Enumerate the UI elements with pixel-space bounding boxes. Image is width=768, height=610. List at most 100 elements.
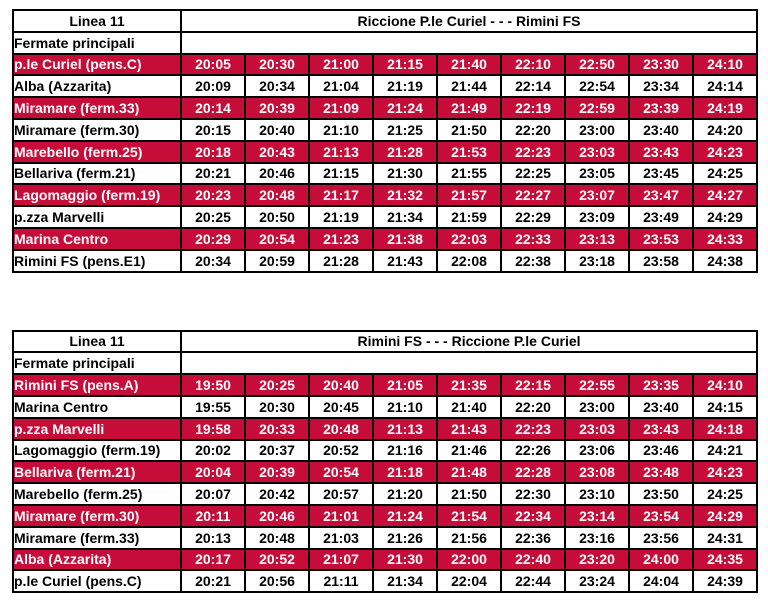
time-cell: 23:00 [564, 394, 630, 419]
time-cell: 22:10 [500, 52, 566, 77]
line-label-cell: Linea 11 [12, 9, 182, 33]
time-cell: 20:13 [180, 525, 246, 550]
time-cell: 21:50 [436, 117, 502, 142]
stop-row: Alba (Azzarita) 20:17 20:52 21:07 21:30 22:00… [12, 547, 759, 572]
time-cell: 24:33 [691, 226, 759, 251]
time-cell: 21:54 [436, 503, 502, 528]
time-cell: 19:58 [180, 416, 246, 441]
timetable-outbound: Linea 11 Riccione P.le Curiel - - - Rimin… [12, 9, 759, 273]
time-cell: 20:17 [180, 547, 246, 572]
time-cell: 21:05 [372, 373, 438, 397]
time-cell: 23:34 [628, 74, 694, 99]
time-cell: 22:23 [500, 416, 566, 441]
time-cell: 21:13 [308, 139, 374, 164]
time-cell: 22:26 [500, 438, 566, 463]
time-cell: 24:10 [691, 373, 759, 397]
time-cell: 20:30 [244, 52, 310, 77]
time-cell: 23:08 [564, 460, 630, 485]
time-cell: 20:21 [180, 569, 246, 594]
time-cell: 24:31 [691, 525, 759, 550]
stop-name-cell: Marina Centro [12, 226, 182, 251]
time-cell: 21:18 [372, 460, 438, 485]
stop-name-cell: Marebello (ferm.25) [12, 139, 182, 164]
stop-name-cell: Miramare (ferm.30) [12, 503, 182, 528]
time-cell: 22:28 [500, 460, 566, 485]
stop-row: Marebello (ferm.25) 20:18 20:43 21:13 21:28 2… [12, 139, 759, 164]
stop-row: p.zza Marvelli 20:25 20:50 21:19 21:34 21:59 2… [12, 205, 759, 229]
stop-row: Lagomaggio (ferm.19) 20:23 20:48 21:17 21:32… [12, 183, 759, 208]
time-cell: 21:59 [436, 205, 502, 229]
time-cell: 20:34 [244, 74, 310, 99]
time-cell: 23:40 [628, 117, 694, 142]
time-cell: 24:20 [691, 117, 759, 142]
time-cell: 23:10 [564, 482, 630, 506]
time-cell: 21:55 [436, 161, 502, 186]
time-cell: 21:00 [308, 52, 374, 77]
stop-name-cell: Alba (Azzarita) [12, 74, 182, 99]
time-cell: 21:28 [308, 248, 374, 273]
time-cell: 23:30 [628, 52, 694, 77]
time-cell: 23:13 [564, 226, 630, 251]
stop-row: Rimini FS (pens.A) 19:50 20:25 20:40 21:05 21… [12, 373, 759, 397]
stop-name-cell: Miramare (ferm.33) [12, 96, 182, 120]
time-cell: 20:25 [244, 373, 310, 397]
time-cell: 22:14 [500, 74, 566, 99]
time-cell: 24:38 [691, 248, 759, 273]
time-cell: 24:23 [691, 460, 759, 485]
time-cell: 23:16 [564, 525, 630, 550]
time-cell: 21:01 [308, 503, 374, 528]
stop-row: Miramare (ferm.33) 20:13 20:48 21:03 21:26 21… [12, 525, 759, 550]
stop-row: Miramare (ferm.30) 20:15 20:40 21:10 21:25 21… [12, 117, 759, 142]
time-cell: 23:40 [628, 394, 694, 419]
stops-header-cell: Fermate principali [12, 351, 182, 376]
time-cell: 20:07 [180, 482, 246, 506]
time-cell: 20:09 [180, 74, 246, 99]
time-cell: 23:07 [564, 183, 630, 208]
time-cell: 22:08 [436, 248, 502, 273]
time-cell: 21:09 [308, 96, 374, 120]
stop-name-cell: Marina Centro [12, 394, 182, 419]
stop-row: Marina Centro 20:29 20:54 21:23 21:38 22:03 22… [12, 226, 759, 251]
time-cell: 21:46 [436, 438, 502, 463]
time-cell: 23:50 [628, 482, 694, 506]
time-cell: 20:18 [180, 139, 246, 164]
time-cell: 20:29 [180, 226, 246, 251]
stop-name-cell: Rimini FS (pens.E1) [12, 248, 182, 273]
time-cell: 22:38 [500, 248, 566, 273]
time-cell: 24:29 [691, 205, 759, 229]
time-cell: 24:15 [691, 394, 759, 419]
time-cell: 20:46 [244, 503, 310, 528]
time-cell: 21:40 [436, 52, 502, 77]
stop-name-cell: Miramare (ferm.30) [12, 117, 182, 142]
time-cell: 22:30 [500, 482, 566, 506]
timetable-return: Linea 11 Rimini FS - - - Riccione P.le Cu… [12, 329, 759, 594]
time-cell: 20:04 [180, 460, 246, 485]
stop-name-cell: p.zza Marvelli [12, 205, 182, 229]
time-cell: 20:48 [308, 416, 374, 441]
time-cell: 24:25 [691, 161, 759, 186]
time-cell: 24:14 [691, 74, 759, 99]
time-cell: 20:40 [308, 373, 374, 397]
stop-row: p.zza Marvelli 19:58 20:33 20:48 21:13 21:43 2… [12, 416, 759, 441]
time-cell: 23:49 [628, 205, 694, 229]
time-cell: 21:26 [372, 525, 438, 550]
time-cell: 21:24 [372, 503, 438, 528]
time-cell: 21:10 [372, 394, 438, 419]
stop-name-cell: p.zza Marvelli [12, 416, 182, 441]
stop-name-cell: Alba (Azzarita) [12, 547, 182, 572]
timetables-page: Linea 11 Riccione P.le Curiel - - - Rimin… [12, 9, 759, 594]
time-cell: 20:25 [180, 205, 246, 229]
stops-header-cell: Fermate principali [12, 30, 182, 55]
time-cell: 24:00 [628, 547, 694, 572]
time-cell: 21:38 [372, 226, 438, 251]
time-cell: 20:14 [180, 96, 246, 120]
time-cell: 24:19 [691, 96, 759, 120]
time-cell: 22:15 [500, 373, 566, 397]
time-cell: 20:15 [180, 117, 246, 142]
time-cell: 22:34 [500, 503, 566, 528]
time-cell: 22:20 [500, 394, 566, 419]
time-cell: 20:59 [244, 248, 310, 273]
time-cell: 21:19 [308, 205, 374, 229]
time-cell: 21:53 [436, 139, 502, 164]
time-cell: 23:53 [628, 226, 694, 251]
